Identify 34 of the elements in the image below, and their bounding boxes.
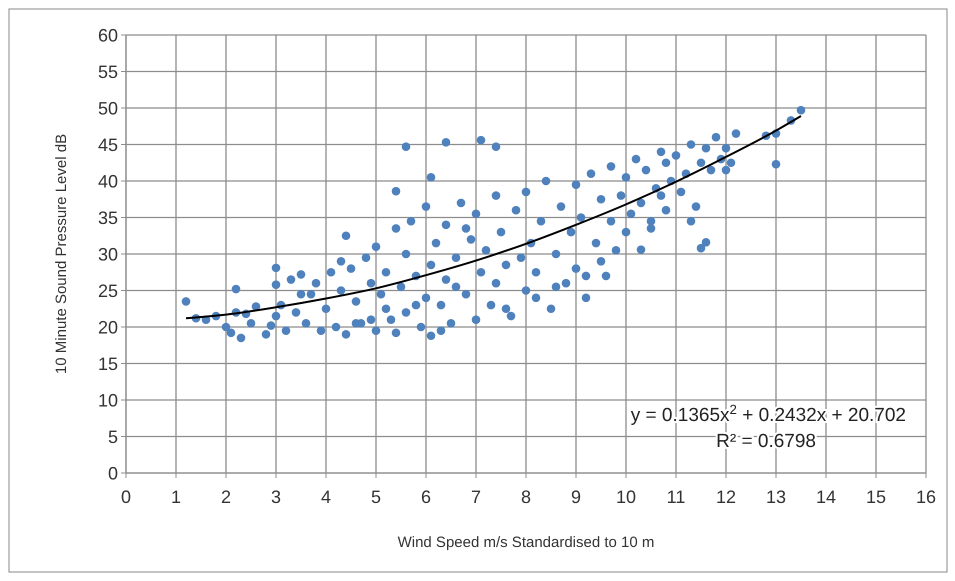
y-tick-label: 45 (98, 134, 118, 155)
y-tick-label: 20 (98, 317, 118, 338)
x-tick-label: 7 (470, 487, 482, 507)
y-tick-label: 60 (98, 25, 118, 46)
x-tick-label: 4 (320, 487, 332, 507)
x-tick-label: 8 (520, 487, 532, 507)
y-axis-title: 10 Minute Sound Pressure Level dB (53, 134, 70, 374)
y-tick-label: 5 (108, 426, 118, 447)
y-tick-label: 35 (98, 208, 118, 228)
x-tick-label: 13 (766, 487, 786, 507)
x-tick-label: 10 (616, 487, 636, 507)
y-tick-label: 15 (98, 354, 118, 374)
x-tick-label: 0 (120, 487, 132, 507)
annotation: R² = 0.6798 (716, 431, 816, 452)
x-tick-label: 9 (570, 487, 582, 507)
y-tick-label: 40 (98, 171, 118, 192)
x-tick-label: 11 (666, 487, 686, 507)
x-tick-label: 12 (716, 487, 736, 507)
x-tick-label: 14 (816, 487, 836, 507)
y-tick-label: 0 (108, 463, 118, 484)
x-tick-label: 16 (916, 487, 936, 507)
y-tick-label: 30 (98, 244, 118, 264)
x-axis-title: Wind Speed m/s Standardised to 10 m (398, 534, 654, 551)
x-tick-label: 15 (866, 487, 886, 507)
y-tick-label: 55 (98, 62, 118, 82)
annotation: y = 0.1365x$^{2}$ + 0.2432x + 20.702 (630, 402, 906, 426)
y-tick-label: 10 (98, 390, 118, 410)
x-tick-label: 2 (220, 487, 232, 507)
x-tick-label: 6 (420, 487, 432, 507)
y-tick-label: 50 (98, 98, 118, 118)
x-tick-label: 5 (370, 487, 382, 507)
y-tick-label: 25 (98, 280, 118, 301)
x-tick-label: 3 (270, 487, 282, 507)
x-tick-label: 1 (170, 487, 182, 507)
